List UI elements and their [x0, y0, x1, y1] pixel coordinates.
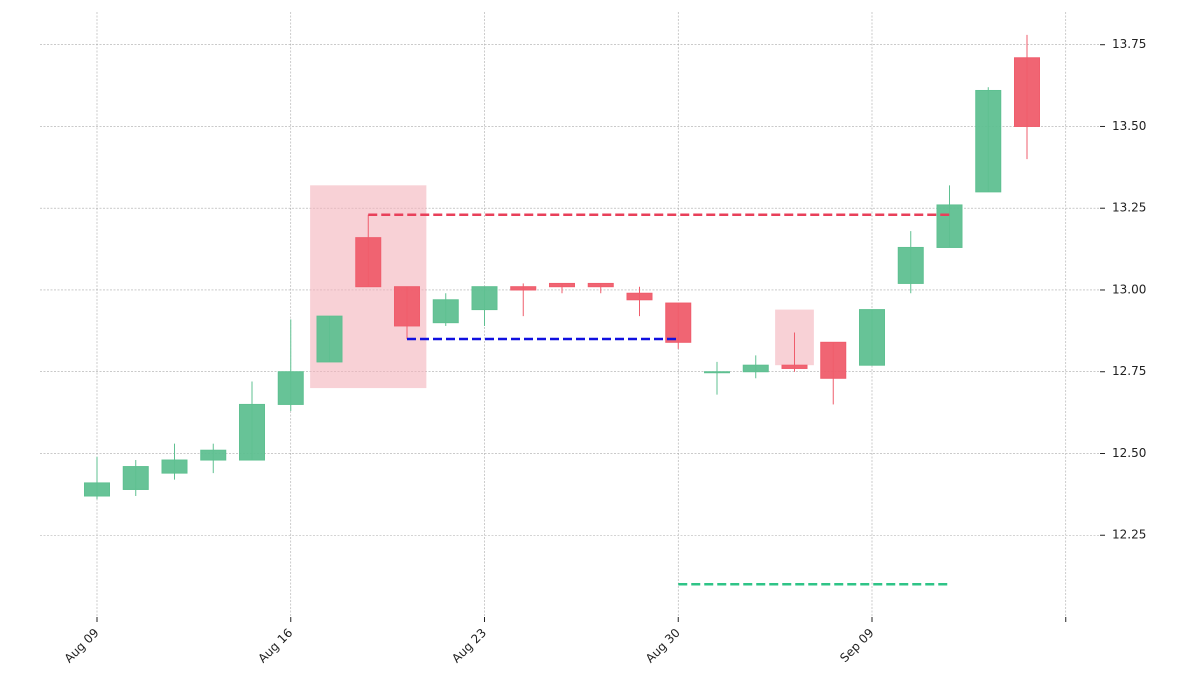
candle-body	[122, 466, 149, 490]
candle-body	[936, 204, 963, 248]
x-tick-label: Aug 09	[62, 626, 102, 666]
y-tick-label: 12.25	[1112, 528, 1146, 542]
candle-body	[897, 246, 924, 284]
candle-body	[200, 449, 227, 461]
candle-body	[1014, 57, 1040, 127]
candle-body	[742, 364, 769, 373]
candle-body	[239, 403, 265, 461]
candle-body	[161, 459, 188, 474]
candle-body	[665, 302, 692, 343]
candle-body	[587, 282, 614, 288]
candle-body	[781, 364, 808, 369]
candle-body	[975, 89, 1002, 193]
x-tick-label: Aug 23	[449, 626, 489, 666]
candle-body	[549, 282, 575, 288]
candle-body	[704, 371, 730, 374]
candle-body	[626, 292, 653, 301]
x-tick-label: Aug 30	[643, 626, 683, 666]
candle-body	[277, 371, 304, 405]
candle-body	[355, 237, 382, 288]
candle-body	[820, 341, 847, 379]
y-tick-label: 12.75	[1112, 364, 1146, 378]
candle-body	[859, 309, 885, 366]
candle-body	[394, 286, 420, 327]
candle-body	[510, 286, 537, 291]
y-tick-label: 13.00	[1112, 282, 1146, 296]
candle-body	[432, 299, 459, 324]
y-tick-label: 13.75	[1112, 37, 1146, 51]
x-tick-label: Sep 09	[837, 626, 876, 665]
y-tick-label: 13.25	[1112, 201, 1146, 215]
y-tick-label: 12.50	[1112, 446, 1146, 460]
candle-body	[316, 315, 343, 363]
x-tick-label: Aug 16	[255, 626, 295, 666]
candle-body	[84, 482, 110, 497]
y-tick-label: 13.50	[1112, 119, 1146, 133]
candle-body	[471, 286, 498, 311]
